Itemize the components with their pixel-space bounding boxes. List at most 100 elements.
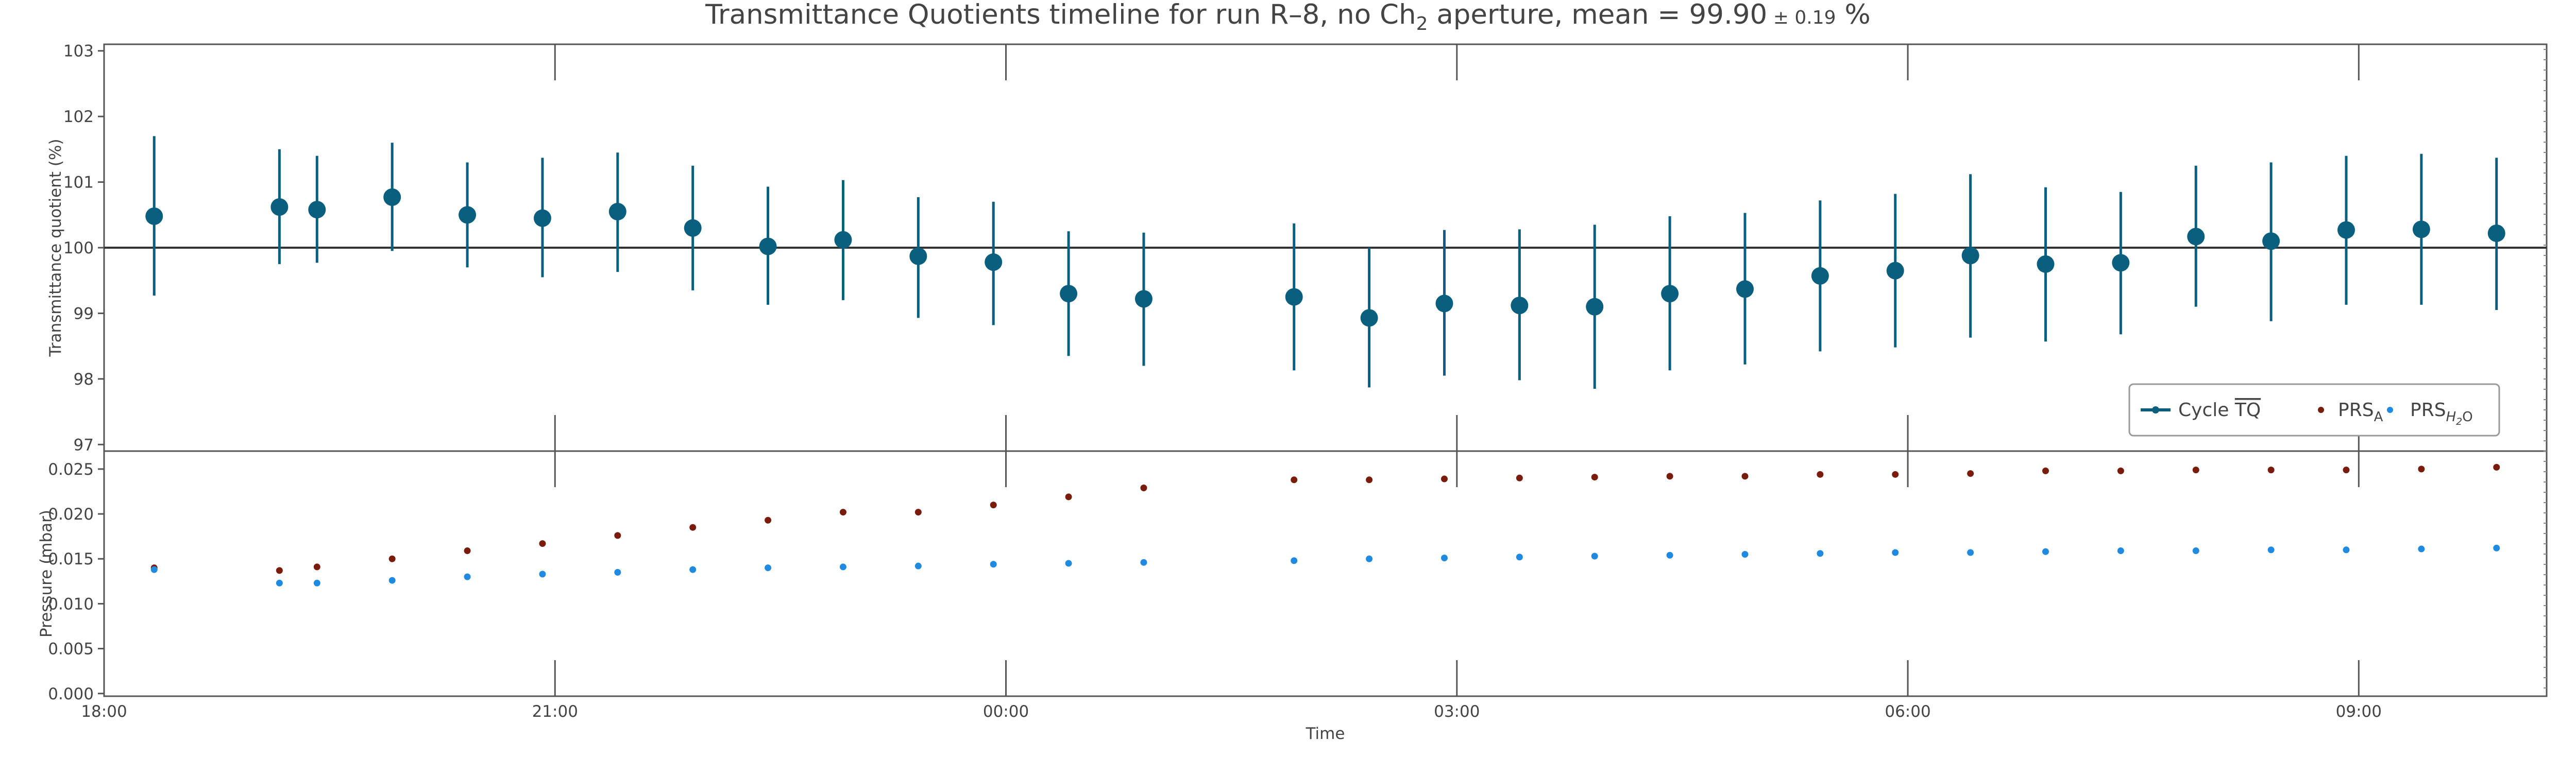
bottom-panel: 0.000 0.005 0.010 0.015 0.020 0.025	[48, 450, 2548, 703]
prs-a-point	[689, 524, 697, 531]
legend-marker-cycle-tq-dot	[2152, 406, 2159, 414]
prs-h2o-point	[313, 579, 320, 587]
prs-h2o-point	[464, 573, 471, 580]
legend-label-tq-overline: TQ	[2234, 400, 2261, 421]
prs-a-point	[839, 509, 846, 516]
tq-point	[308, 201, 326, 219]
x-tick-label: 03:00	[1434, 702, 1480, 721]
x-axis: 18:00 21:00 00:00 03:00 06:00 09:00	[81, 44, 2547, 721]
prs-a-point	[539, 540, 546, 547]
prs-h2o-point	[1366, 555, 1373, 562]
legend-label-prs-a-main: PRS	[2338, 400, 2374, 421]
prs-a-point	[1291, 476, 1298, 484]
prs-h2o-point	[689, 566, 697, 573]
prs-a-point	[1516, 474, 1523, 481]
tq-point	[459, 206, 477, 224]
tq-point	[2412, 220, 2430, 238]
legend-label-prs-a-sub: A	[2374, 409, 2383, 425]
prs-h2o-point	[1967, 549, 1974, 556]
prs-a-point	[464, 547, 471, 555]
tq-point	[1360, 309, 1378, 327]
prs-h2o-point	[1516, 554, 1523, 561]
prs-h2o-point	[539, 571, 546, 578]
tq-point	[145, 207, 163, 225]
chart-title-subscript: 2	[1416, 13, 1428, 35]
prs-h2o-point	[2267, 546, 2275, 554]
x-tick-label: 09:00	[2336, 702, 2382, 721]
top-panel-y-axis-label: Transmittance quotient (%)	[46, 139, 65, 357]
prs-a-point	[2042, 467, 2049, 474]
bottom-y-tick-label: 0.005	[48, 640, 94, 659]
tq-point	[1886, 262, 1904, 280]
tq-point	[533, 209, 551, 227]
prs-h2o-point	[914, 562, 922, 570]
prs-h2o-point	[276, 579, 283, 587]
chart-title-middle: aperture, mean = 99.90	[1428, 0, 1767, 30]
prs-a-point	[2267, 467, 2275, 474]
tq-point	[2112, 254, 2130, 272]
tq-point	[1961, 247, 1979, 265]
bottom-y-tick-label: 0.000	[48, 685, 94, 703]
x-tick-label: 06:00	[1885, 702, 1930, 721]
prs-h2o-point	[1065, 560, 1072, 567]
tq-point	[1511, 297, 1529, 315]
prs-a-point	[1440, 475, 1448, 483]
tq-point	[1811, 267, 1829, 285]
legend: Cycle TQ PRSA PRSH2O	[2128, 383, 2500, 437]
tq-point	[834, 231, 852, 249]
legend-marker-prs-h2o	[2387, 407, 2393, 413]
prs-h2o-point	[2042, 548, 2049, 555]
prs-a-point	[2192, 467, 2199, 474]
prs-a-point	[914, 509, 922, 516]
prs-a-point	[1065, 493, 1072, 501]
prs-a-point	[1591, 474, 1598, 481]
tq-point	[1586, 298, 1604, 316]
legend-label-prs-h2o-sub-2: 2	[2456, 416, 2462, 427]
bottom-y-tick-label: 0.010	[48, 595, 94, 613]
prs-a-point	[765, 516, 772, 524]
prs-h2o-point	[1140, 559, 1147, 566]
prs-h2o-point	[2117, 547, 2124, 555]
legend-entry-cycle-tq: Cycle TQ	[2141, 400, 2261, 421]
x-tick-label: 00:00	[983, 702, 1029, 721]
prs-h2o-point	[1291, 557, 1298, 564]
tq-point	[1736, 280, 1754, 298]
prs-a-point	[2493, 463, 2500, 471]
prs-a-point	[388, 555, 396, 562]
legend-box	[2128, 383, 2500, 437]
tq-point	[1285, 288, 1303, 306]
tq-point	[684, 219, 702, 237]
prs-a-point	[313, 563, 320, 571]
chart-title-prefix: Transmittance Quotients timeline for run…	[705, 0, 1416, 30]
legend-label-cycle-tq: Cycle TQ	[2178, 400, 2261, 421]
top-panel: 97 98 99 100 101 102 103	[63, 42, 2548, 454]
top-y-tick-label: 99	[74, 304, 94, 323]
prs-a-point	[2117, 467, 2124, 474]
prs-a-point	[990, 502, 997, 509]
prs-h2o-point	[765, 564, 772, 572]
legend-label-prs-h2o-sub-o: O	[2462, 409, 2472, 425]
prs-a-point	[1140, 484, 1147, 491]
prs-h2o-point	[2418, 545, 2425, 553]
prs-h2o-point	[1817, 550, 1824, 557]
top-y-tick-label: 98	[74, 370, 94, 389]
legend-label-prs-h2o-sub-h: H	[2446, 409, 2456, 425]
tq-point	[270, 198, 289, 216]
tq-point	[383, 188, 401, 206]
legend-entry-prs-h2o: PRSH2O	[2387, 400, 2473, 427]
prs-a-point	[2418, 466, 2425, 473]
tq-point	[1435, 295, 1453, 313]
tq-point	[1661, 285, 1679, 303]
prs-h2o-point	[388, 577, 396, 584]
prs-h2o-point	[150, 566, 158, 573]
top-y-tick-label: 102	[63, 108, 94, 126]
bottom-y-tick-label: 0.015	[48, 550, 94, 568]
x-axis-label: Time	[1306, 725, 1345, 743]
tq-point	[2262, 232, 2280, 250]
prs-h2o-point	[839, 563, 846, 571]
tq-point	[1134, 290, 1153, 308]
chart-title-suffix: %	[1836, 0, 1871, 30]
prs-a-point	[1666, 473, 1673, 480]
prs-h2o-point	[2343, 546, 2350, 554]
